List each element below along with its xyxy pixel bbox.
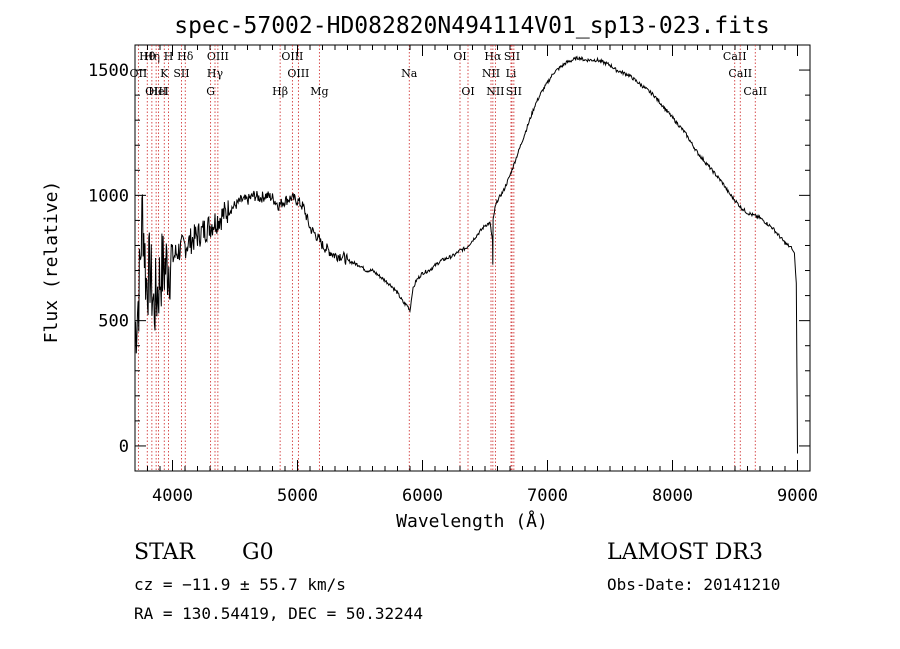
spectral-line-label: OIII [281,50,303,63]
spectral-line-label: OIII [207,50,229,63]
spectral-line-label: OI [453,50,466,63]
spectral-line-label: Hη [144,50,160,63]
spectral-line-label: OIII [145,85,167,98]
x-tick-label: 5000 [277,486,318,506]
spectral-line-label: Hδ [177,50,194,63]
spectral-line-label: OI [461,85,474,98]
object-class: STAR [134,540,195,565]
spectral-line-label: Hγ [207,67,224,80]
spectral-line-label: SII [173,67,189,80]
x-tick-label: 8000 [652,486,693,506]
plot-frame [134,44,811,472]
spectral-line-label: HeI [148,85,168,98]
spectral-line-label: G [206,85,215,98]
spectral-line-label: OIII [287,67,309,80]
y-axis-label: Flux (relative) [41,181,62,344]
axis-ticks-layer: 4000 5000 6000 7000 8000 9000 0 500 1000 1500 [88,44,818,506]
y-tick-label: 500 [98,312,129,332]
spectral-line-label: Hα [484,50,502,63]
spectral-line-label: K [160,67,169,80]
spectral-line-label: NII [482,67,500,80]
x-tick-label: 7000 [527,486,568,506]
spectrum-line [134,55,798,454]
spectral-line-label: Hβ [272,85,288,98]
spectral-line-label: CaII [743,85,767,98]
x-tick-label: 9000 [777,486,818,506]
spectral-line-label: CaII [728,67,752,80]
redshift-cz: cz = −11.9 ± 55.7 km/s [134,575,346,594]
spectral-line-label: Li [506,67,517,80]
x-tick-label: 6000 [402,486,443,506]
x-axis-label: Wavelength (Å) [396,510,548,532]
y-tick-label: 1000 [88,186,129,206]
spectral-line-label: CaII [723,50,747,63]
object-subclass: G0 [242,540,274,565]
spectral-line-label: H [164,50,174,63]
spectral-line-label: Mg [310,85,328,98]
spectral-line-label: SII [504,50,520,63]
y-tick-label: 0 [119,437,129,457]
survey-name: LAMOST DR3 [607,540,763,565]
spectral-line-label: SII [506,85,522,98]
spectral-line-label: NII [486,85,504,98]
spectral-line-label: Na [401,67,418,80]
ra-dec: RA = 130.54419, DEC = 50.32244 [134,604,423,623]
y-tick-label: 1500 [88,61,129,81]
spectrum-chart: spec-57002-HD082820N494114V01_sp13-023.f… [41,13,818,532]
spectral-line-label: OII [130,67,148,80]
chart-title: spec-57002-HD082820N494114V01_sp13-023.f… [174,13,769,39]
x-tick-label: 4000 [152,486,193,506]
observation-date: Obs-Date: 20141210 [607,575,781,594]
